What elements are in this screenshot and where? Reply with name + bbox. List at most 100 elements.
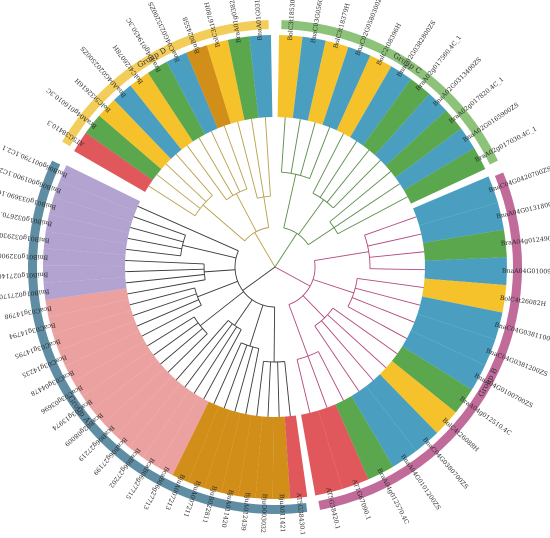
species-sector-bna	[424, 257, 507, 286]
branch-leaf	[175, 153, 213, 196]
leaf-label: BraA04g012490.4C	[500, 234, 550, 247]
branch-leaf	[133, 216, 186, 236]
species-sector-bca	[48, 299, 132, 334]
branch-arc	[234, 250, 275, 308]
branch-subclade	[204, 269, 236, 273]
branch-subclade	[249, 304, 264, 347]
branch-subclade	[198, 233, 239, 252]
branch-subclade	[182, 244, 237, 259]
species-sector-bni	[43, 248, 126, 267]
species-sector-bca	[92, 359, 165, 424]
species-color-sectors	[42, 35, 507, 499]
group-ring-c	[281, 20, 498, 165]
species-sector-bju	[221, 412, 252, 497]
species-sector-bna	[419, 202, 504, 243]
branch-subclade	[202, 204, 245, 242]
branch-leaf	[125, 248, 181, 257]
branch-leaf	[290, 119, 301, 174]
branch-arc	[244, 227, 269, 242]
branch-leaf	[317, 351, 344, 401]
species-sector-bna	[350, 66, 412, 146]
species-sector-bca	[157, 396, 209, 476]
leaf-label: BnaA01G0317200ZS	[253, 0, 264, 41]
leaf-label: BjuO003032	[259, 494, 268, 533]
species-sector-bra	[385, 110, 462, 178]
species-sector-bna	[374, 93, 447, 166]
branch-subclade	[273, 306, 276, 362]
branch-leaf	[245, 348, 260, 415]
species-sector-bna	[292, 36, 326, 121]
branch-leaf	[267, 361, 271, 417]
species-sector-bna	[402, 330, 486, 390]
species-sector-ath	[301, 410, 343, 496]
leaf-label: BolC3t16780H	[203, 1, 221, 48]
leaf-label: BniB01g032900.1C2.1	[0, 251, 48, 261]
species-sector-bra	[85, 115, 162, 181]
species-sector-bni	[53, 181, 136, 223]
branch-leaf	[167, 333, 208, 373]
branch-leaf	[136, 299, 199, 327]
branch-leaf	[250, 118, 265, 197]
species-sector-bra	[227, 36, 259, 121]
species-sector-bju	[204, 409, 241, 493]
branch-leaf	[327, 314, 387, 369]
leaf-label: BnaC03G0560500ZS	[310, 0, 328, 44]
species-sector-bna	[413, 176, 498, 226]
branch-subclade	[312, 279, 354, 294]
species-sector-bju	[186, 45, 231, 129]
branch-arc	[283, 227, 309, 246]
species-sector-bca	[73, 341, 151, 397]
branch-leaf	[332, 159, 381, 209]
leaf-label: BniB01g032670.1C2.1	[0, 207, 53, 227]
branch-leaf	[333, 183, 401, 228]
branch-arc	[329, 221, 339, 234]
species-sector-bju	[172, 401, 219, 483]
branch-subclade	[283, 174, 297, 229]
species-sector-bca	[65, 331, 145, 382]
leaf-label: AT5G38430.1	[295, 491, 306, 535]
species-sector-bna	[366, 374, 438, 452]
branch-leaf	[321, 320, 374, 381]
branch-subclade	[288, 304, 309, 357]
species-sector-bju	[255, 416, 274, 499]
leaf-label: BniB01g027140.1C2.1	[0, 271, 48, 280]
branch-leaf	[332, 307, 398, 355]
branch-leaf	[147, 316, 195, 347]
branch-leaf	[337, 196, 408, 235]
species-sector-bca	[82, 350, 158, 411]
species-sector-bna	[417, 296, 503, 340]
branch-subclade	[235, 193, 257, 232]
species-sector-bna	[166, 52, 218, 135]
branch-subclade	[263, 196, 270, 228]
branch-leaf	[256, 361, 264, 416]
leaf-label: BolC4t26082H	[499, 295, 547, 308]
branch-leaf	[213, 342, 242, 405]
species-sector-bca	[58, 320, 140, 367]
species-sector-ath	[74, 132, 153, 192]
species-sector-bra	[403, 148, 486, 204]
branch-leaf	[300, 122, 316, 176]
leaf-label: BjuA011421	[278, 494, 286, 533]
branch-group-c	[274, 233, 298, 268]
species-sector-bju	[238, 415, 263, 499]
species-sector-bol	[422, 278, 507, 313]
species-sector-bol	[379, 360, 456, 433]
species-sector-bca	[103, 368, 173, 436]
branch-leaf	[165, 163, 207, 203]
branch-arc	[364, 235, 371, 269]
branch-leaf	[369, 268, 425, 271]
species-sector-bca	[52, 310, 135, 351]
species-sector-bca	[142, 390, 199, 467]
branch-leaf	[309, 127, 331, 179]
species-sector-bol	[130, 72, 193, 150]
leaf-label: BniB01g027170.1C2.1	[0, 288, 50, 302]
species-sector-ath	[284, 415, 308, 499]
species-sector-bna	[395, 128, 475, 191]
species-sector-bna	[322, 46, 371, 131]
species-sector-bra	[423, 229, 507, 261]
branch-leaf	[141, 304, 202, 337]
branch-group-d	[254, 232, 276, 268]
branch-subclade	[200, 291, 244, 327]
branch-arc	[227, 320, 242, 330]
